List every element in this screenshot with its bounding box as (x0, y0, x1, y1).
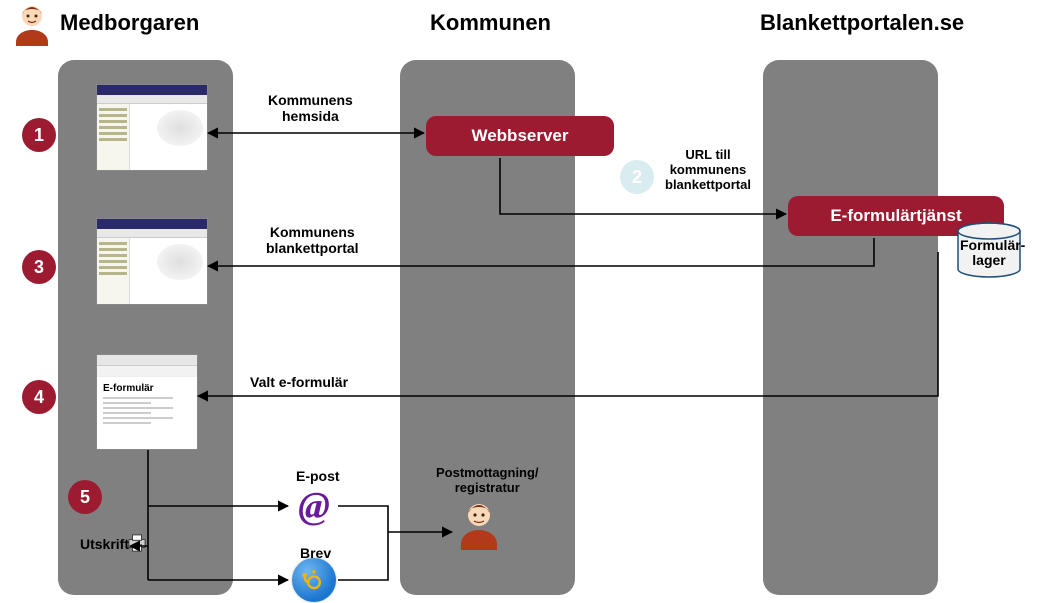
step-number: 2 (632, 167, 642, 188)
edge-label-hemsida: Kommunenshemsida (268, 92, 353, 124)
step-badge-1: 1 (22, 118, 56, 152)
step-badge-4: 4 (22, 380, 56, 414)
label-postmottagning: Postmottagning/registratur (436, 466, 539, 496)
node-label: E-formulärtjänst (830, 206, 961, 226)
edge-label-blankettportal: Kommunensblankettportal (266, 224, 359, 256)
eform-title: E-formulär (103, 383, 191, 394)
eform-document: E-formulär (96, 354, 198, 450)
email-icon: @ (292, 484, 336, 528)
step-badge-3: 3 (22, 250, 56, 284)
citizen-icon (12, 2, 52, 48)
edge-label-url: URL tillkommunensblankettportal (665, 148, 751, 193)
node-webserver: Webbserver (426, 116, 614, 156)
edge-label-valt: Valt e-formulär (250, 374, 348, 390)
step-number: 4 (34, 387, 44, 408)
step-number: 3 (34, 257, 44, 278)
column-title-portal: Blankettportalen.se (760, 10, 964, 36)
post-icon (292, 558, 336, 602)
database-label: Formulär-lager (960, 238, 1018, 269)
label-utskrift: Utskrift (80, 536, 129, 552)
step-number: 5 (80, 487, 90, 508)
column-title-kommun: Kommunen (430, 10, 551, 36)
receiver-person-icon (456, 500, 502, 552)
column-portal (763, 60, 938, 595)
node-label: Webbserver (471, 126, 568, 146)
diagram-canvas: Medborgaren Kommunen Blankettportalen.se… (0, 0, 1049, 603)
step-badge-5: 5 (68, 480, 102, 514)
label-epost: E-post (296, 468, 340, 484)
printer-icon (126, 534, 148, 552)
column-title-citizen: Medborgaren (60, 10, 199, 36)
screenshot-step1 (96, 84, 208, 171)
step-badge-2: 2 (620, 160, 654, 194)
step-number: 1 (34, 125, 44, 146)
screenshot-step3 (96, 218, 208, 305)
